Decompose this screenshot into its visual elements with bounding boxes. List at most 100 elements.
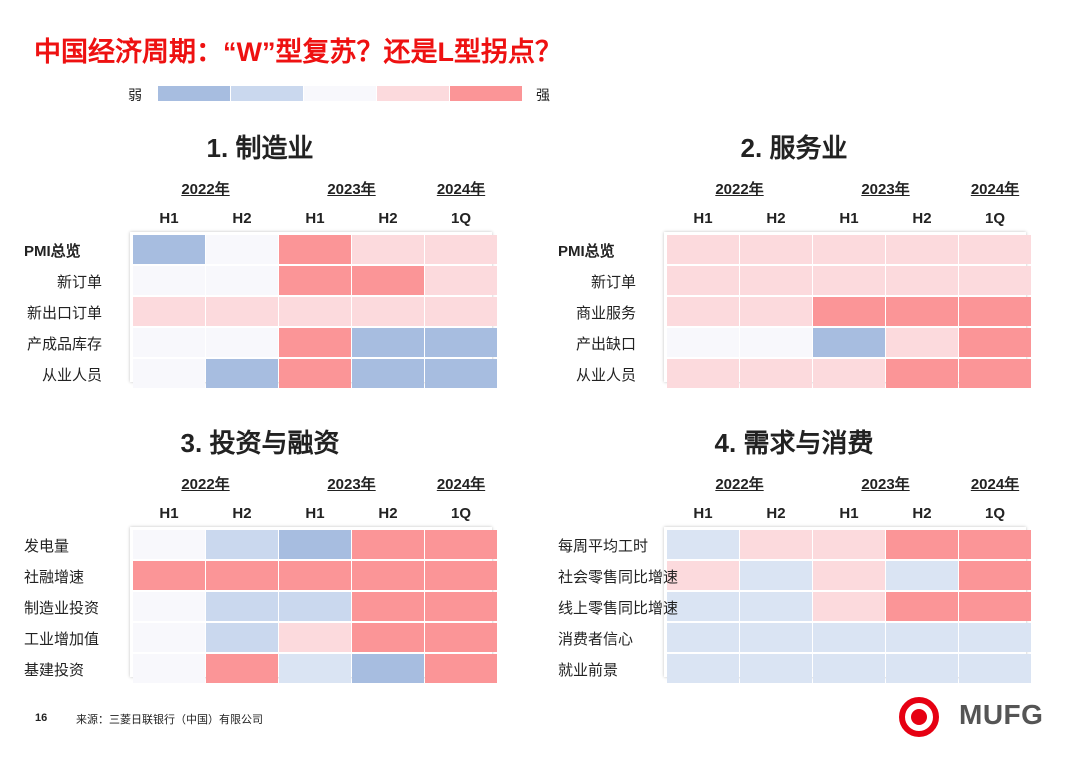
year-header: 2024年 <box>436 181 486 198</box>
page-title: 中国经济周期：“W”型复苏？还是L型拐点？ <box>34 37 562 67</box>
heatmap-cell <box>959 530 1031 559</box>
heatmap-cell <box>740 359 812 388</box>
period-header: H2 <box>378 505 398 522</box>
heatmap-cell <box>133 623 205 652</box>
heatmap-cell <box>813 328 885 357</box>
year-header: 2022年 <box>715 181 764 198</box>
period-header: H2 <box>766 210 786 227</box>
row-label: 制造业投资 <box>24 600 100 617</box>
heatmap-cell <box>740 297 812 326</box>
heatmap-cell <box>959 235 1031 264</box>
row-label: 新订单 <box>590 274 636 291</box>
heatmap-cell <box>425 297 497 326</box>
heatmap-cell <box>740 328 812 357</box>
heatmap-cell <box>425 235 497 264</box>
year-header: 2024年 <box>970 181 1020 198</box>
heatmap-cell <box>886 266 958 295</box>
mufg-logo: MUFG <box>899 697 1059 737</box>
row-label: PMI总览 <box>558 243 615 260</box>
heatmap-cell <box>959 297 1031 326</box>
period-header: H1 <box>839 505 859 522</box>
heatmap-cell <box>740 623 812 652</box>
heatmap-cell <box>133 328 205 357</box>
heatmap-cell <box>959 328 1031 357</box>
heatmap-cell <box>279 266 351 295</box>
period-header: H1 <box>693 210 713 227</box>
heatmap-cell <box>133 530 205 559</box>
heatmap-cell <box>667 530 739 559</box>
period-header: H2 <box>912 210 932 227</box>
heatmap-cell <box>352 592 424 621</box>
legend-weak-label: 弱 <box>128 87 142 103</box>
heatmap-cell <box>667 328 739 357</box>
period-header: H2 <box>766 505 786 522</box>
legend-swatch-3 <box>304 86 376 101</box>
legend-swatch-5 <box>450 86 522 101</box>
source-note: 来源：三菱日联银行（中国）有限公司 <box>76 714 263 726</box>
row-label: 产成品库存 <box>26 336 102 353</box>
heatmap-cell <box>740 235 812 264</box>
heatmap-cell <box>352 235 424 264</box>
legend-swatch-1 <box>158 86 230 101</box>
year-header: 2023年 <box>327 181 376 198</box>
heatmap-cell <box>667 297 739 326</box>
heatmap-cell <box>279 561 351 590</box>
period-header: H2 <box>912 505 932 522</box>
heatmap-cell <box>425 592 497 621</box>
heatmap-cell <box>886 359 958 388</box>
row-label: 工业增加值 <box>24 631 100 648</box>
heatmap-cell <box>425 328 497 357</box>
heatmap-cell <box>279 592 351 621</box>
heatmap-cell <box>959 266 1031 295</box>
heatmap-grid <box>664 232 1031 388</box>
heatmap-cell <box>133 266 205 295</box>
row-label: 每周平均工时 <box>558 538 649 555</box>
year-header: 2024年 <box>436 476 486 493</box>
heatmap-cell <box>425 654 497 683</box>
heatmap-cell <box>352 654 424 683</box>
heatmap-cell <box>740 654 812 683</box>
legend-swatch-2 <box>231 86 303 101</box>
heatmap-cell <box>959 592 1031 621</box>
heatmap-cell <box>667 561 739 590</box>
heatmap-panel-consumption: 4. 需求与消费 2022年 2023年 2024年 H1 H2 H1 H2 1Q 每周平均工时… <box>534 423 1054 703</box>
legend-swatch-4 <box>377 86 449 101</box>
heatmap-cell <box>667 654 739 683</box>
heatmap-cell <box>813 561 885 590</box>
period-header: 1Q <box>450 210 471 227</box>
row-label: 基建投资 <box>24 662 85 679</box>
heatmap-cell <box>352 328 424 357</box>
heatmap-panel-investment: 3. 投资与融资 2022年 2023年 2024年 H1 H2 H1 H2 1Q 发电量 社融增… <box>0 423 520 703</box>
heatmap-grid <box>130 527 497 683</box>
period-header: H1 <box>693 505 713 522</box>
year-header: 2023年 <box>327 476 376 493</box>
heatmap-cell <box>886 328 958 357</box>
heatmap-cell <box>206 266 278 295</box>
heatmap-cell <box>352 623 424 652</box>
heatmap-cell <box>133 654 205 683</box>
heatmap-panel-manufacturing: 1. 制造业 2022年 2023年 2024年 H1 H2 H1 H2 1Q PMI总览 新订单… <box>0 128 520 408</box>
heatmap-cell <box>886 561 958 590</box>
period-header: 1Q <box>984 505 1005 522</box>
heatmap-cell <box>206 328 278 357</box>
heatmap-grid <box>130 232 497 388</box>
heatmap-cell <box>279 654 351 683</box>
heatmap-cell <box>206 297 278 326</box>
panel-title: 4. 需求与消费 <box>714 428 874 458</box>
heatmap-cell <box>352 359 424 388</box>
legend-strong-label: 强 <box>536 87 550 103</box>
period-header: H2 <box>232 210 252 227</box>
heatmap-cell <box>133 561 205 590</box>
heatmap-cell <box>352 266 424 295</box>
heatmap-cell <box>133 297 205 326</box>
heatmap-cell <box>279 530 351 559</box>
heatmap-cell <box>813 297 885 326</box>
heatmap-cell <box>813 654 885 683</box>
heatmap-cell <box>206 530 278 559</box>
heatmap-cell <box>206 359 278 388</box>
heatmap-cell <box>206 623 278 652</box>
period-header: 1Q <box>984 210 1005 227</box>
heatmap-cell <box>740 530 812 559</box>
heatmap-cell <box>425 561 497 590</box>
heatmap-cell <box>425 266 497 295</box>
